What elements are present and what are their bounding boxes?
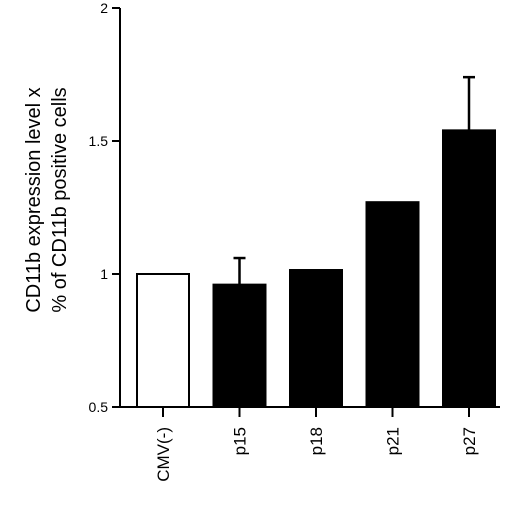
- x-tick-label: CMV(-): [154, 427, 173, 482]
- x-tick-label: p15: [231, 427, 250, 455]
- x-tick-label: p18: [307, 427, 326, 455]
- y-tick-label: 1: [100, 266, 108, 282]
- bar-cmv: [136, 273, 190, 408]
- bar-p18: [289, 269, 343, 409]
- x-tick-label: p27: [460, 427, 479, 455]
- y-axis-label: CD11b expression level x % of CD11b posi…: [23, 87, 71, 312]
- bar-p15: [212, 283, 267, 409]
- x-tick-label: p21: [384, 427, 403, 455]
- y-axis-label-line-1: CD11b expression level x: [23, 87, 45, 312]
- bar-p27: [442, 129, 496, 409]
- y-tick-label: 1.5: [89, 133, 109, 149]
- y-tick-label: 2: [100, 0, 108, 16]
- y-axis-label-line-2: % of CD11b positive cells: [49, 87, 71, 312]
- bar-p21: [365, 201, 420, 408]
- y-tick-label: 0.5: [89, 399, 109, 415]
- plot-area: 0.5 1 1.5 2 CMV(-) p15 p18 p21 p27: [89, 0, 500, 482]
